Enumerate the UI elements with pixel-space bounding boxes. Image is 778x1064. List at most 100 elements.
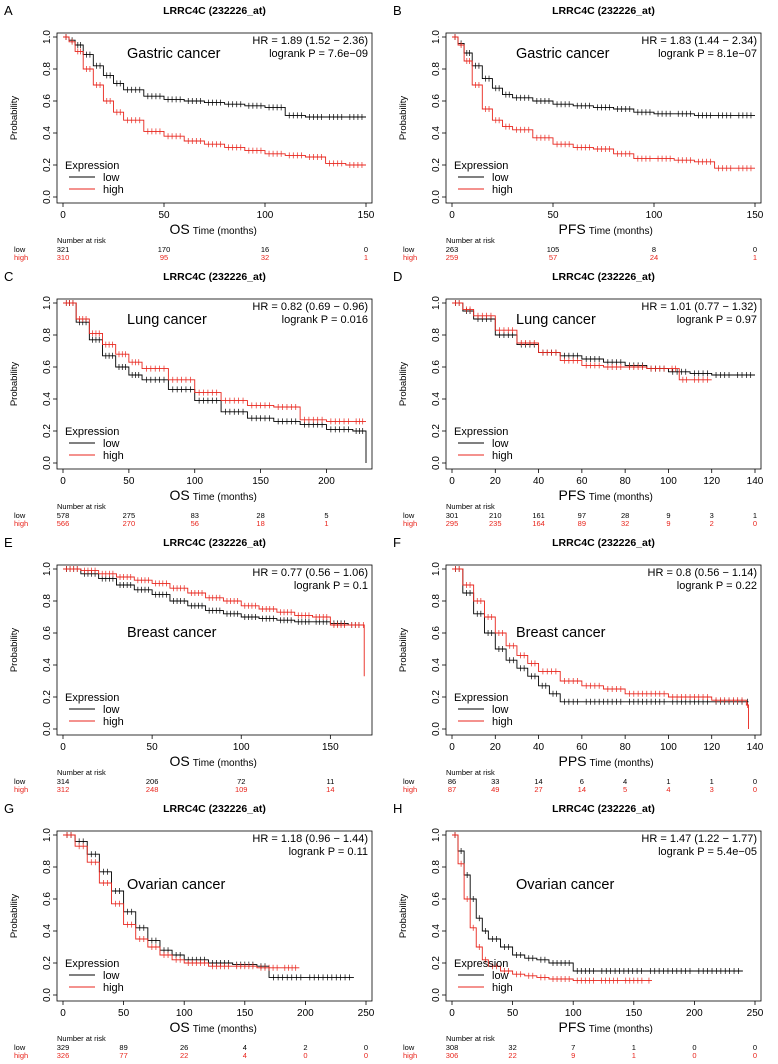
panel-label: E [4,535,13,550]
legend-title: Expression [65,160,119,172]
hazard-ratio: HR = 1.83 (1.44 − 2.34) [641,35,757,47]
risk-count-low: 0 [364,1043,368,1052]
risk-count-high: 14 [326,785,334,794]
risk-count-low: 263 [446,245,459,254]
y-tick-label: 0.0 [431,722,442,736]
risk-count-high: 32 [261,253,269,262]
risk-count-high: 0 [692,1051,696,1060]
x-axis-label-sub: Time (months) [193,226,257,237]
x-tick-label: 80 [620,742,632,753]
x-axis-label-sub: Time (months) [589,492,653,503]
logrank-p: logrank P = 8.1e−07 [658,48,757,60]
censor-marks-low [65,34,363,120]
logrank-p: logrank P = 7.6e−09 [269,48,368,60]
risk-table-header: Number at risk [446,236,495,245]
y-tick-label: 0.6 [431,94,442,108]
risk-count-low: 308 [446,1043,459,1052]
y-tick-label: 0.4 [431,658,442,672]
risk-row-label-low: low [14,1043,26,1052]
km-curve-low [63,834,354,978]
risk-count-low: 5 [324,511,328,520]
legend-label-high: high [103,982,124,994]
y-tick-label: 0.4 [42,392,53,406]
panel-label: A [4,3,13,18]
km-curve-high [452,302,712,381]
logrank-p: logrank P = 0.97 [677,314,757,326]
km-plot-svg: G LRRC4C (232226_at) 0.0 0.2 0.4 0.6 0.8 1.0 Pro… [4,801,375,1060]
risk-count-high: 22 [180,1051,188,1060]
km-plot-svg: D LRRC4C (232226_at) 0.0 0.2 0.4 0.6 0.8 1.0 Pro… [393,269,764,528]
risk-count-low: 4 [623,777,627,786]
y-axis-label: Probability [9,894,20,939]
x-axis-label: PFS Time (months) [559,487,653,503]
x-tick-label: 200 [318,476,335,487]
risk-count-high: 248 [146,785,159,794]
risk-count-low: 1 [632,1043,636,1052]
y-tick-label: 0.8 [42,594,53,608]
risk-count-low: 28 [621,511,629,520]
risk-count-low: 321 [57,245,70,254]
x-axis-label-main: OS [170,487,190,503]
legend-label-high: high [492,184,513,196]
x-tick-label: 60 [576,476,588,487]
risk-count-high: 312 [57,785,70,794]
x-tick-label: 0 [449,210,455,221]
risk-row-label-low: low [14,245,26,254]
y-tick-label: 0.8 [431,62,442,76]
risk-count-low: 161 [532,511,545,520]
risk-count-low: 97 [578,511,586,520]
y-axis-label: Probability [398,96,409,141]
legend-label-low: low [103,438,120,450]
cancer-type-label: Breast cancer [127,625,217,641]
risk-count-high: 566 [57,519,70,528]
x-axis-label-main: PFS [559,221,586,237]
legend-label-high: high [103,716,124,728]
x-tick-label: 0 [60,742,66,753]
legend-title: Expression [454,160,508,172]
x-tick-label: 100 [565,1008,582,1019]
risk-row-label-high: high [14,1051,28,1060]
risk-count-high: 326 [57,1051,70,1060]
censor-marks-high [66,832,297,971]
y-tick-label: 0.0 [431,988,442,1002]
risk-count-low: 105 [547,245,560,254]
risk-count-low: 0 [753,1043,757,1052]
x-tick-label: 50 [123,476,135,487]
risk-row-label-low: low [14,777,26,786]
risk-count-high: 57 [549,253,557,262]
risk-row-label-low: low [403,1043,415,1052]
km-panel-d: D LRRC4C (232226_at) 0.0 0.2 0.4 0.6 0.8 1.0 Pro… [389,266,778,532]
x-tick-label: 150 [252,476,269,487]
x-tick-label: 150 [322,742,339,753]
km-panel-e: E LRRC4C (232226_at) 0.0 0.2 0.4 0.6 0.8 1.0 Pro… [0,532,389,798]
risk-row-label-low: low [14,511,26,520]
risk-count-high: 22 [508,1051,516,1060]
risk-count-high: 3 [710,785,714,794]
risk-row-label-high: high [14,519,28,528]
x-axis-label: PFS Time (months) [559,221,653,237]
risk-row-label-high: high [403,253,417,262]
risk-count-low: 16 [261,245,269,254]
risk-table-header: Number at risk [57,502,106,511]
risk-count-low: 2 [303,1043,307,1052]
risk-count-low: 26 [180,1043,188,1052]
risk-count-high: 18 [256,519,264,528]
risk-row-label-low: low [403,777,415,786]
x-axis-label: OS Time (months) [170,487,257,503]
y-tick-label: 0.0 [42,722,53,736]
km-curve-high [452,36,755,169]
risk-count-low: 11 [326,777,334,786]
y-tick-label: 0.0 [42,456,53,470]
risk-count-high: 1 [632,1051,636,1060]
y-tick-label: 0.6 [42,626,53,640]
km-curve-high [63,834,300,969]
risk-count-low: 0 [364,245,368,254]
y-tick-label: 1.0 [431,562,442,576]
x-tick-label: 50 [147,742,159,753]
x-axis-label-sub: Time (months) [589,226,653,237]
risk-count-high: 306 [446,1051,459,1060]
legend-label-low: low [103,172,120,184]
x-axis-label: OS Time (months) [170,1019,257,1035]
risk-count-low: 89 [119,1043,127,1052]
risk-count-high: 4 [666,785,670,794]
